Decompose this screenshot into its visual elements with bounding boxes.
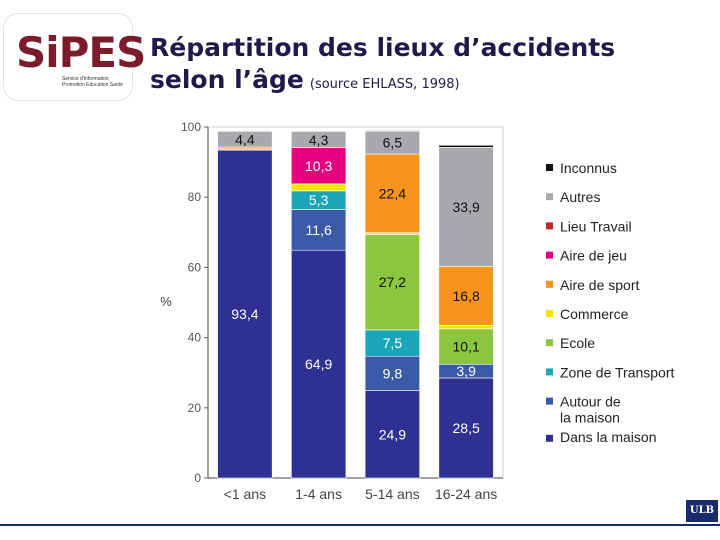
data-label: 33,9 — [453, 199, 480, 215]
bar-segment — [364, 329, 420, 357]
bar-segment — [291, 131, 347, 133]
legend-label: Dans la maison — [560, 429, 657, 445]
bar-segment — [291, 183, 347, 192]
legend-label: Lieu Travail — [560, 218, 632, 234]
bar-segment — [364, 153, 420, 233]
ulb-badge: ULB — [686, 500, 718, 522]
bar-segment — [438, 325, 494, 330]
legend-swatch — [546, 339, 553, 347]
legend-swatch — [546, 310, 553, 317]
bar-segment — [438, 266, 494, 326]
x-tick-label: 1-4 ans — [295, 486, 342, 502]
logo-text: SiPES — [16, 28, 146, 77]
data-label: 5,3 — [309, 192, 329, 208]
legend-swatch — [546, 251, 553, 259]
title-line-1: Répartition des lieux d’accidents — [150, 33, 616, 62]
data-label: 93,4 — [231, 306, 258, 322]
title-line-2: selon l’âge (source EHLASS, 1998) — [150, 64, 615, 101]
legend-swatch — [546, 193, 553, 201]
data-label: 64,9 — [305, 356, 332, 372]
bar-segment — [438, 144, 494, 148]
legend-label: Autres — [560, 189, 600, 205]
bar-segment — [364, 234, 420, 331]
legend-label: Autour de — [560, 394, 621, 410]
bar-segment — [291, 209, 347, 251]
x-tick-label: <1 ans — [224, 486, 266, 502]
legend-swatch — [546, 368, 553, 376]
bottom-divider — [0, 524, 720, 526]
data-label: 4,4 — [235, 131, 255, 147]
bar-segment — [217, 130, 273, 132]
data-label: 16,8 — [453, 288, 480, 304]
bar-segment — [438, 377, 494, 479]
legend-label: Zone de Transport — [560, 364, 675, 380]
y-axis-label: % — [160, 294, 172, 309]
logo-subtitle: Service d'information Promotion Educatio… — [62, 76, 123, 88]
y-tick-label: 20 — [188, 401, 202, 415]
y-tick-label: 0 — [194, 471, 201, 485]
bar-segment — [438, 328, 494, 365]
legend-label: Ecole — [560, 335, 595, 351]
data-label: 9,8 — [383, 365, 403, 381]
bar-segment — [364, 355, 420, 391]
legend-label: Aire de sport — [560, 277, 639, 293]
data-label: 6,5 — [383, 135, 403, 151]
x-tick-label: 16-24 ans — [435, 486, 497, 502]
title-source: (source EHLASS, 1998) — [309, 77, 460, 92]
legend-swatch — [546, 222, 553, 230]
data-label: 27,2 — [379, 274, 406, 290]
bar-segment — [438, 147, 494, 267]
legend-swatch — [546, 397, 553, 405]
title-line-2-text: selon l’âge — [150, 65, 304, 94]
data-label: 10,3 — [305, 158, 332, 174]
y-tick-label: 60 — [188, 260, 202, 274]
bar-segment — [291, 147, 347, 185]
bar-segment — [364, 130, 420, 132]
sipes-logo: SiPES Service d'information Promotion Ed… — [4, 14, 146, 100]
legend-swatch — [546, 164, 553, 171]
data-label: 7,5 — [383, 335, 403, 351]
data-label: 4,3 — [309, 132, 329, 148]
legend-label: Aire de jeu — [560, 248, 627, 264]
y-tick-label: 100 — [181, 120, 201, 134]
y-tick-label: 40 — [188, 331, 202, 345]
y-tick-label: 80 — [188, 190, 202, 204]
bar-segment — [291, 249, 347, 479]
legend-label: la maison — [560, 410, 620, 426]
legend-swatch — [546, 434, 553, 442]
legend-swatch — [546, 280, 553, 288]
data-label: 22,4 — [379, 185, 406, 201]
x-tick-label: 5-14 ans — [365, 486, 419, 502]
data-label: 3,9 — [456, 363, 476, 379]
data-label: 28,5 — [453, 420, 480, 436]
data-label: 11,6 — [306, 222, 332, 238]
data-label: 24,9 — [379, 426, 406, 442]
page-title: Répartition des lieux d’accidents selon … — [150, 32, 615, 101]
legend-label: Inconnus — [560, 160, 617, 176]
data-label: 10,1 — [453, 339, 480, 355]
legend-label: Commerce — [560, 306, 629, 322]
